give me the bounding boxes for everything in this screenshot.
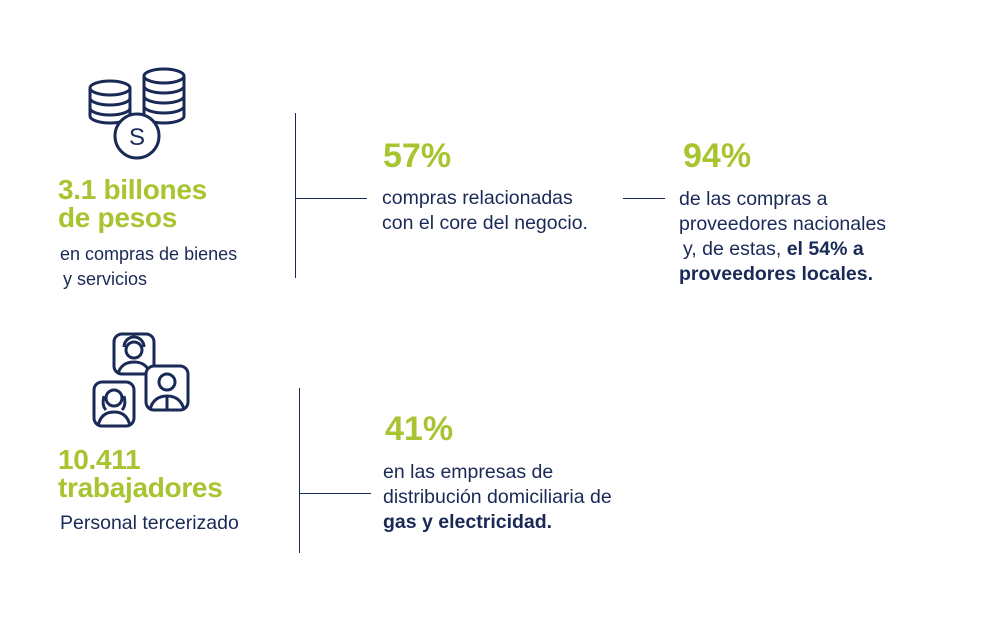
stat-41-value: 41% [385,410,454,448]
workers-group-icon [90,330,196,430]
divider-vertical [295,113,296,278]
workers-caption: Personal tercerizado [60,512,239,534]
stat-94-text: de las compras a proveedores nacionales … [679,188,887,285]
stat-57-value: 57% [383,137,452,175]
gas-electricity-highlight: gas y electricidad. [383,511,553,533]
headline-caption: en compras de bienes y servicios [60,244,238,289]
divider-connector-2 [623,198,665,199]
workers-headline: 10.411 trabajadores [58,444,223,503]
divider-vertical-2 [299,388,300,553]
local-suppliers-highlight: el 54% a [786,238,864,260]
stat-94-value: 94% [683,137,752,175]
coins-stack-icon: S [84,66,194,166]
stat-57-text: compras relacionadas con el core del neg… [382,187,588,234]
headline-amount: 3.1 billones de pesos [58,174,207,233]
divider-connector [295,198,367,199]
svg-text:S: S [129,124,145,151]
stat-41-text: en las empresas de distribución domicili… [383,461,612,533]
divider-connector-3 [299,493,371,494]
